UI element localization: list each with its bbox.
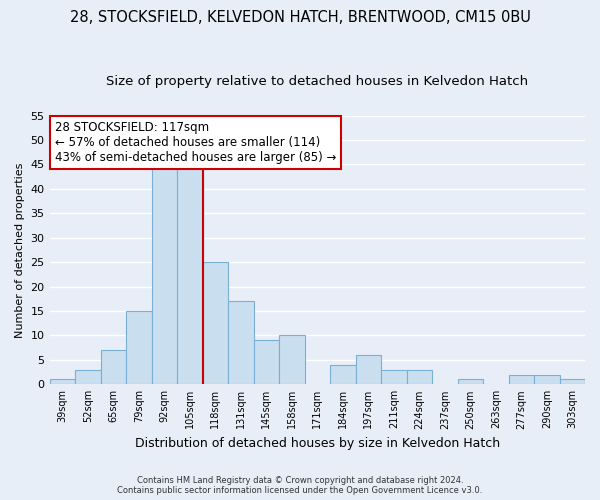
Y-axis label: Number of detached properties: Number of detached properties	[15, 162, 25, 338]
Bar	[152, 160, 177, 384]
Bar	[203, 262, 228, 384]
Bar	[177, 160, 203, 384]
Bar	[101, 350, 126, 384]
Bar	[534, 374, 560, 384]
Bar	[75, 370, 101, 384]
Bar	[330, 365, 356, 384]
X-axis label: Distribution of detached houses by size in Kelvedon Hatch: Distribution of detached houses by size …	[135, 437, 500, 450]
Bar	[560, 380, 585, 384]
Text: 28 STOCKSFIELD: 117sqm
← 57% of detached houses are smaller (114)
43% of semi-de: 28 STOCKSFIELD: 117sqm ← 57% of detached…	[55, 121, 336, 164]
Bar	[407, 370, 432, 384]
Text: 28, STOCKSFIELD, KELVEDON HATCH, BRENTWOOD, CM15 0BU: 28, STOCKSFIELD, KELVEDON HATCH, BRENTWO…	[70, 10, 530, 25]
Bar	[381, 370, 407, 384]
Text: Contains HM Land Registry data © Crown copyright and database right 2024.
Contai: Contains HM Land Registry data © Crown c…	[118, 476, 482, 495]
Bar	[458, 380, 483, 384]
Title: Size of property relative to detached houses in Kelvedon Hatch: Size of property relative to detached ho…	[106, 75, 529, 88]
Bar	[509, 374, 534, 384]
Bar	[126, 311, 152, 384]
Bar	[50, 380, 75, 384]
Bar	[254, 340, 279, 384]
Bar	[279, 336, 305, 384]
Bar	[356, 355, 381, 384]
Bar	[228, 301, 254, 384]
